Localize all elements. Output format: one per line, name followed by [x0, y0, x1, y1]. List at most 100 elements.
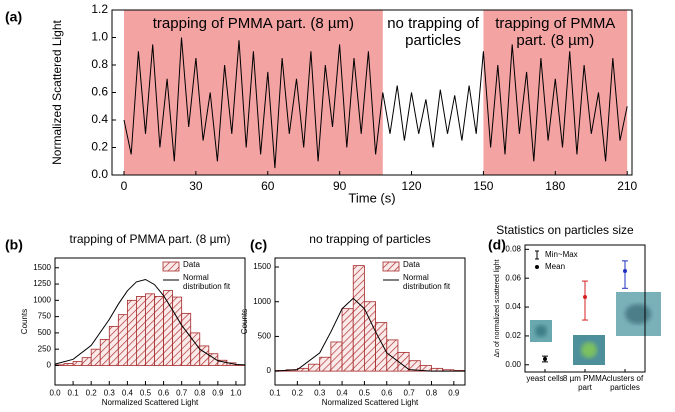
histogram-bar [81, 357, 92, 366]
y-tick-label: 1000 [253, 297, 271, 306]
panel-label: (c) [250, 237, 267, 253]
legend-label: Min~Max [545, 250, 578, 259]
annotation-box: no trapping of particles [387, 16, 479, 49]
x-tick-label: 1.0 [230, 389, 242, 398]
histogram-bar [154, 296, 164, 366]
x-tick-label: 0.6 [158, 389, 170, 398]
histogram-bar [145, 293, 155, 366]
fit-line [54, 278, 246, 366]
panel-title: Statistics on particles size [496, 223, 634, 237]
y-tick-label: 0 [267, 366, 272, 375]
x-tick-label-box: clusters of particles [606, 375, 644, 392]
x-tick-label: 0.3 [104, 389, 116, 398]
histogram-bar [375, 322, 388, 372]
x-tick-label: 60 [261, 179, 275, 193]
histogram-bar [308, 363, 321, 372]
x-tick-label: 0.9 [448, 389, 460, 398]
y-tick-label: 1.2 [91, 2, 108, 16]
y-tick-label: 0.8 [91, 57, 108, 71]
histogram-bar [99, 339, 110, 366]
legend-label-box: Normal distribution fit [403, 274, 450, 291]
x-axis-label: Normalized Scattered Light [102, 398, 199, 407]
panel-label: (d) [488, 237, 506, 253]
legend-label-box: Normal distribution fit [183, 274, 230, 291]
x-tick-label: 8 µm PMMA part [562, 375, 608, 392]
region-label-box: trapping of PMMA part. (8 µm) [495, 16, 616, 49]
region-label-box: trapping of PMMA part. (8 µm) [152, 16, 354, 32]
panel-title: trapping of PMMA part. (8 µm) [70, 232, 231, 246]
x-tick-label: 120 [402, 179, 422, 193]
y-axis-label: Counts [240, 309, 249, 334]
panel-label: (a) [5, 9, 22, 25]
legend-label: Mean [545, 262, 565, 271]
histogram-bar [136, 296, 146, 366]
histogram-bar [341, 308, 354, 372]
histogram-bar [208, 353, 219, 366]
annotation: no trapping of particles [387, 16, 479, 49]
histogram-bar [108, 325, 119, 366]
y-tick-label: 1.0 [91, 30, 108, 44]
yeast-spot [535, 325, 547, 337]
region-label: trapping of PMMA part. (8 µm) [495, 16, 616, 49]
cluster-spot [625, 304, 651, 324]
legend-label: Data [183, 261, 200, 269]
particle-images [530, 292, 661, 365]
x-tick-label: 0.9 [212, 389, 224, 398]
histogram-bar [63, 363, 74, 366]
x-tick-label: 0.8 [426, 389, 438, 398]
y-axis-label: Δn of normalized scattered light [494, 259, 501, 357]
y-tick-label: 0.4 [91, 112, 108, 126]
y-axis-label: Counts [20, 309, 29, 334]
x-tick-label: 0.7 [404, 389, 416, 398]
y-tick-label: 1500 [253, 262, 271, 271]
x-tick-label: 0 [121, 179, 128, 193]
histogram-bar [72, 361, 83, 366]
histogram-bar [172, 296, 183, 366]
x-tick-label: 0.0 [49, 389, 61, 398]
y-tick-label: 0.04 [505, 302, 521, 311]
y-tick-label: 1000 [33, 295, 51, 304]
x-tick-label: 0.7 [176, 389, 188, 398]
histogram-bar [330, 341, 343, 372]
y-tick-label: 0 [47, 361, 52, 370]
x-tick-label: 0.5 [140, 389, 152, 398]
histogram-bar [190, 332, 201, 366]
x-tick-label: 0.6 [381, 389, 393, 398]
panel-label: (b) [5, 237, 23, 253]
x-tick-label: 0.8 [194, 389, 206, 398]
x-tick-label: 150 [473, 179, 493, 193]
mean-point [543, 357, 547, 362]
x-tick-label: clusters of particles [606, 375, 644, 392]
histogram-bar [126, 299, 137, 366]
pmma-spot [581, 342, 597, 358]
legend-swatch [162, 261, 180, 272]
histogram-bar [90, 348, 101, 366]
histogram-bar [117, 314, 128, 366]
legend-dot [535, 265, 539, 269]
y-tick-label: 500 [258, 332, 272, 341]
plot-frame [54, 257, 246, 386]
x-tick-label: 0.3 [314, 389, 326, 398]
y-tick-label: 250 [38, 344, 52, 353]
legend-label-box: Data [183, 261, 200, 269]
x-tick-label: 0.1 [269, 389, 281, 398]
x-tick-label: 0.2 [86, 389, 98, 398]
region-label: trapping of PMMA part. (8 µm) [152, 16, 354, 32]
mean-point [583, 294, 587, 299]
x-tick-label: 0.4 [122, 389, 134, 398]
histogram-bar [181, 312, 192, 366]
shaded-region [123, 10, 383, 175]
plot-frame [524, 244, 646, 373]
y-tick-label: 0.2 [91, 140, 108, 154]
x-tick-label: yeast cells [526, 375, 564, 383]
x-tick-label: 0.1 [68, 389, 80, 398]
y-tick-label: 0.08 [505, 244, 521, 253]
y-axis-label: Normalized Scattered Light [50, 19, 64, 164]
histogram-bar [199, 345, 210, 366]
x-tick-label: 90 [333, 179, 347, 193]
signal-line [123, 37, 628, 169]
histogram-bar [352, 265, 365, 372]
x-tick-label: 210 [617, 179, 637, 193]
